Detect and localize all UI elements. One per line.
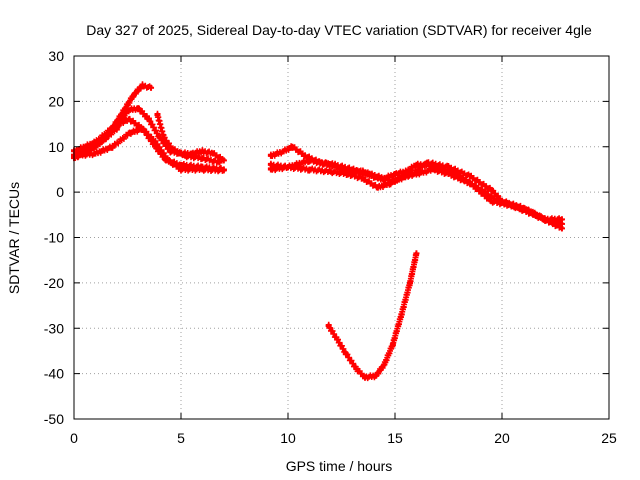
y-tick-label: -30 — [44, 320, 64, 336]
data-point — [199, 166, 206, 173]
data-point — [160, 134, 167, 141]
data-point — [353, 366, 360, 373]
y-tick-label: 10 — [48, 139, 64, 155]
data-point — [154, 111, 161, 118]
chart-title: Day 327 of 2025, Sidereal Day-to-day VTE… — [86, 22, 592, 38]
y-tick-label: 0 — [56, 184, 64, 200]
data-point — [374, 175, 381, 182]
data-point — [381, 361, 388, 368]
data-point — [445, 164, 452, 171]
y-tick-label: -40 — [44, 366, 64, 382]
data-point — [285, 164, 291, 171]
data-point — [148, 84, 155, 91]
x-tick-label: 15 — [387, 430, 403, 446]
data-point — [424, 159, 431, 166]
x-tick-label: 0 — [70, 430, 78, 446]
data-point — [392, 170, 398, 177]
data-point — [220, 157, 227, 164]
data-point — [165, 157, 172, 164]
data-point — [541, 216, 548, 223]
data-point — [406, 279, 413, 286]
data-point — [389, 341, 396, 348]
series-arc-8 — [267, 156, 565, 224]
x-tick-label: 10 — [280, 430, 296, 446]
data-point — [499, 198, 505, 205]
data-point — [152, 139, 159, 146]
y-tick-label: -10 — [44, 230, 64, 246]
data-point — [126, 130, 133, 137]
data-point — [92, 150, 99, 157]
data-point — [392, 177, 398, 184]
data-point — [139, 82, 146, 89]
x-tick-label: 20 — [494, 430, 510, 446]
data-point — [280, 148, 287, 155]
data-point — [398, 311, 405, 318]
x-tick-label: 25 — [601, 430, 617, 446]
y-tick-label: -50 — [44, 411, 64, 427]
data-point — [220, 167, 227, 174]
data-point — [362, 374, 369, 381]
data-point — [558, 216, 565, 223]
data-point — [488, 186, 495, 193]
data-point — [126, 116, 133, 123]
data-point — [445, 170, 452, 177]
data-point — [182, 152, 189, 159]
data-point — [302, 152, 309, 159]
data-point — [349, 168, 356, 175]
data-point — [327, 161, 334, 168]
data-point — [359, 175, 366, 182]
data-point — [130, 91, 137, 98]
data-point — [135, 105, 142, 112]
data-point — [409, 170, 416, 177]
data-point — [325, 322, 332, 329]
data-point — [359, 168, 366, 175]
y-tick-label: 30 — [48, 48, 64, 64]
data-point — [139, 125, 146, 132]
data-point — [109, 143, 116, 150]
axes: 0 5 10 15 20 25 -50 -40 -30 -20 -10 0 10 20 30 — [44, 48, 617, 446]
data-point — [306, 157, 313, 164]
data-point — [342, 350, 349, 357]
data-point — [327, 168, 334, 175]
y-tick-label: -20 — [44, 275, 64, 291]
data-point — [267, 166, 274, 173]
y-axis-label: SDTVAR / TECUs — [6, 182, 22, 294]
data-point — [372, 372, 379, 379]
data-point — [334, 336, 341, 343]
data-point — [488, 198, 495, 205]
data-point — [289, 143, 296, 150]
data-point — [169, 146, 176, 153]
data-point — [210, 150, 217, 157]
data-point — [520, 205, 527, 212]
data-point — [413, 250, 420, 257]
series-arc-9 — [325, 250, 420, 382]
data-point — [113, 121, 120, 128]
data-point — [199, 155, 206, 162]
data-point — [92, 139, 99, 146]
data-point — [413, 161, 420, 168]
data-point — [178, 166, 184, 173]
data-point — [145, 116, 152, 123]
data-point — [199, 148, 206, 155]
data-point — [466, 180, 473, 187]
data-point — [216, 159, 223, 166]
x-tick-label: 5 — [177, 430, 185, 446]
data-point — [466, 173, 473, 180]
data-point — [306, 166, 313, 173]
data-point — [267, 152, 274, 159]
grid — [74, 56, 609, 419]
data-point — [124, 107, 131, 114]
series-arc-5 — [154, 110, 223, 166]
x-axis-label: GPS time / hours — [286, 458, 393, 474]
data-point — [374, 184, 381, 191]
y-tick-label: 20 — [48, 93, 64, 109]
